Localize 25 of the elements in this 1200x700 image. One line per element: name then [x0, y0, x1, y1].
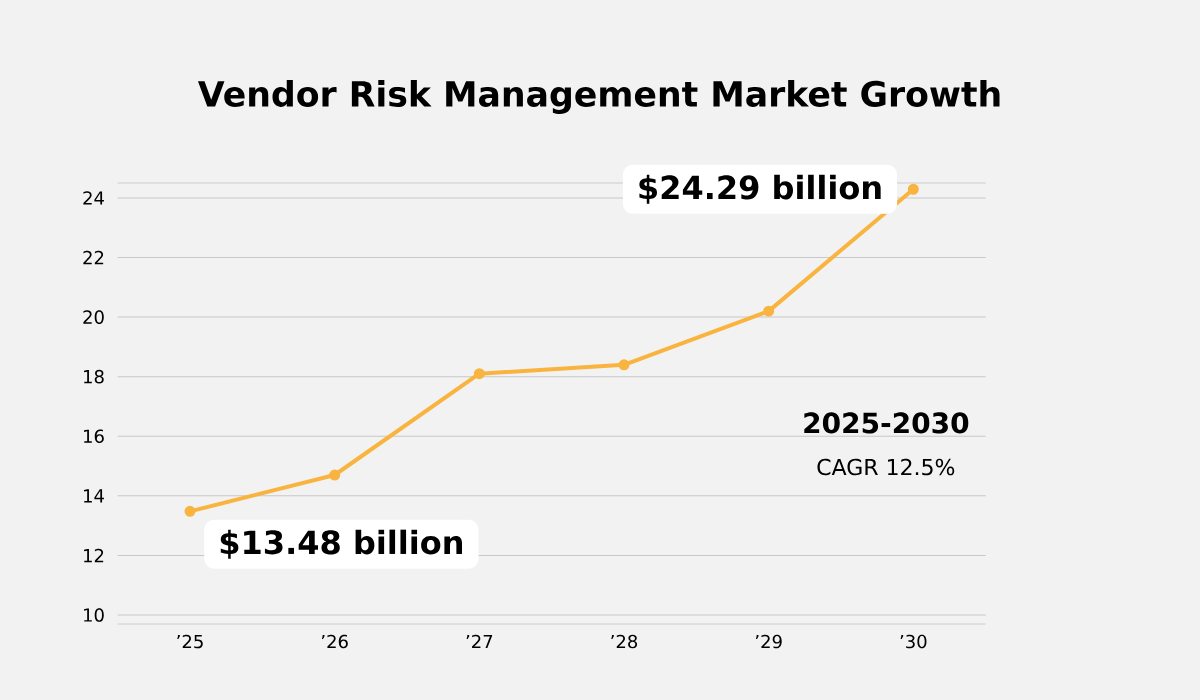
data-label: $13.48 billion — [220, 529, 463, 559]
point — [184, 505, 196, 517]
data-label: $24.29 billion — [639, 174, 881, 204]
y-tick-label: 16 — [84, 429, 104, 444]
annotation: 2025-2030 — [804, 412, 969, 434]
chart-title: Vendor Risk Management Market Growth — [197, 80, 1000, 114]
y-tick-label: 18 — [84, 369, 104, 384]
y-tick-label: 12 — [84, 548, 104, 563]
x-tick-label: ’30 — [900, 634, 927, 649]
point — [473, 368, 485, 380]
point — [329, 469, 341, 481]
x-tick-label: ’28 — [611, 634, 638, 649]
x-tick-label: ’26 — [321, 634, 348, 649]
y-tick-label: 22 — [83, 250, 104, 265]
annotation: CAGR 12.5% — [817, 458, 955, 476]
y-tick-label: 10 — [84, 608, 104, 622]
point — [907, 183, 919, 195]
y-tick-label: 20 — [83, 310, 104, 324]
x-tick-label: ’29 — [755, 634, 782, 649]
x-tick-label: ’25 — [177, 634, 203, 649]
point — [763, 305, 775, 317]
x-tick-label: ’27 — [466, 634, 493, 649]
y-tick-label: 24 — [83, 191, 104, 205]
y-tick-label: 14 — [84, 489, 104, 503]
point — [618, 359, 630, 371]
